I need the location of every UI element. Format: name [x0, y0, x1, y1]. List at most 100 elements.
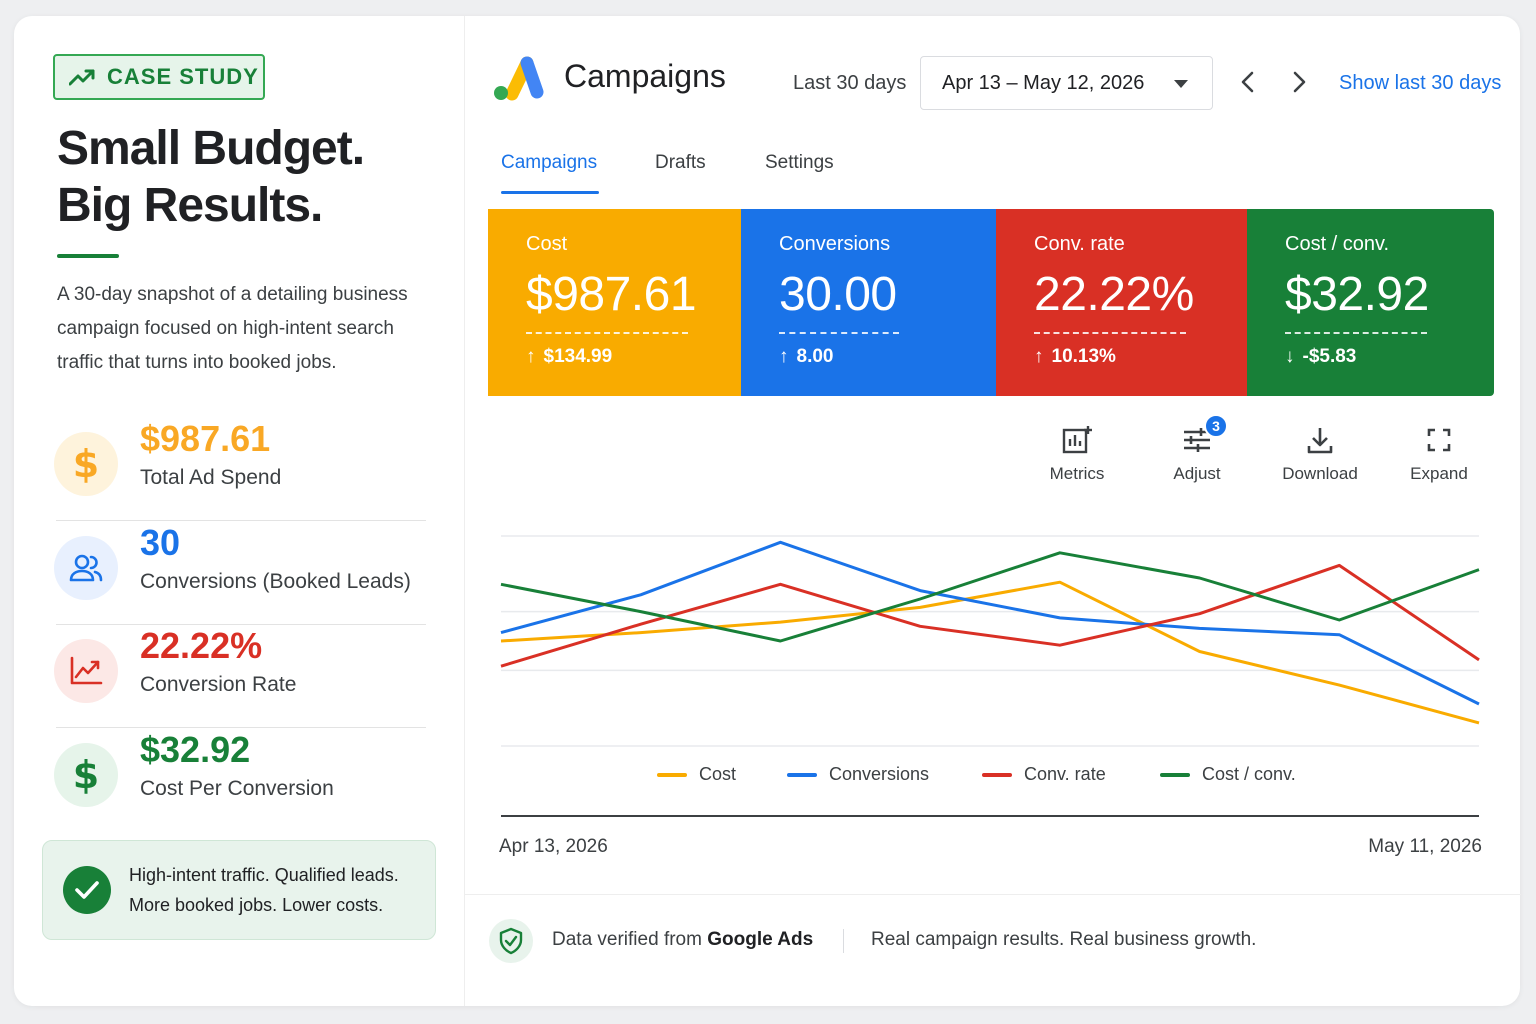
expand-button[interactable]: Expand: [1384, 420, 1494, 484]
metrics-button[interactable]: Metrics: [1022, 420, 1132, 484]
active-tab-indicator: [501, 191, 599, 194]
date-range-select[interactable]: Apr 13 – May 12, 2026: [920, 56, 1213, 110]
x-axis-start-label: Apr 13, 2026: [499, 836, 608, 857]
legend-label: Cost: [699, 764, 737, 784]
legend-item-cost-per-conv: Cost / conv.: [1160, 764, 1296, 785]
chevron-left-icon[interactable]: [1234, 68, 1262, 96]
x-axis-line: [501, 815, 1479, 817]
case-study-badge: CASE STUDY: [53, 54, 265, 100]
stat-label: Total Ad Spend: [140, 466, 282, 489]
tab-drafts[interactable]: Drafts: [655, 152, 706, 173]
case-study-panel: CASE STUDY Small Budget. Big Results. A …: [14, 16, 464, 1006]
series-line-conv-rate: [500, 563, 1480, 668]
adjust-label: Adjust: [1173, 464, 1221, 483]
metrics-label: Metrics: [1049, 464, 1105, 483]
callout-line-2: More booked jobs. Lower costs.: [129, 895, 384, 915]
kpi-delta: ↓ -$5.83: [1285, 346, 1356, 368]
arrow-down-icon: ↓: [1285, 346, 1295, 367]
kpi-delta: ↑ $134.99: [526, 346, 612, 368]
legend-label: Cost / conv.: [1202, 764, 1296, 784]
kpi-value: 30.00: [779, 268, 897, 321]
kpi-tile-cost-per-conv[interactable]: Cost / conv. $32.92 ↓ -$5.83: [1247, 209, 1494, 396]
page-title: Campaigns: [564, 58, 726, 94]
arrow-up-icon: ↑: [1034, 346, 1044, 367]
date-range-value: Apr 13 – May 12, 2026: [942, 71, 1145, 94]
series-line-cost-conv: [500, 551, 1480, 643]
series-line-cost: [500, 580, 1480, 725]
stat-conversions: 30 Conversions (Booked Leads): [54, 522, 426, 625]
download-icon: [1307, 428, 1333, 454]
kpi-value: $987.61: [526, 268, 697, 321]
tab-settings[interactable]: Settings: [765, 152, 834, 173]
adjust-button[interactable]: 3 Adjust: [1142, 414, 1252, 484]
people-icon: [69, 554, 103, 582]
stat-icon-circle: $: [54, 432, 118, 496]
kpi-label: Cost / conv.: [1285, 233, 1390, 255]
kpi-dashed-divider: [1285, 332, 1427, 334]
kpi-delta-value: 10.13%: [1051, 346, 1116, 367]
legend-swatch: [657, 772, 687, 777]
headline: Small Budget. Big Results.: [57, 120, 447, 234]
trend-chart-icon: [70, 656, 103, 685]
stat-label: Conversion Rate: [140, 673, 297, 696]
legend-item-conv-rate: Conv. rate: [982, 764, 1106, 785]
shield-check-icon: [489, 919, 533, 963]
kpi-dashed-divider: [779, 332, 899, 334]
show-last-30-days-link[interactable]: Show last 30 days: [1339, 72, 1502, 94]
data-verified-text: Data verified from Google Ads: [552, 929, 813, 951]
verified-prefix: Data verified from: [552, 929, 708, 950]
kpi-delta-value: -$5.83: [1302, 346, 1357, 367]
tab-campaigns[interactable]: Campaigns: [501, 152, 598, 173]
stat-icon-circle: [54, 536, 118, 600]
stat-icon-circle: $: [54, 743, 118, 807]
kpi-delta: ↑ 8.00: [779, 346, 833, 368]
kpi-label: Conversions: [779, 233, 891, 255]
stat-label: Conversions (Booked Leads): [140, 570, 411, 593]
kpi-delta-value: $134.99: [543, 346, 613, 367]
intro-paragraph: A 30-day snapshot of a detailing busines…: [57, 284, 408, 373]
stat-cost-per-conversion: $ $32.92 Cost Per Conversion: [54, 729, 426, 832]
arrow-up-icon: ↑: [526, 346, 536, 367]
kpi-dashed-divider: [1034, 332, 1186, 334]
kpi-tile-cost[interactable]: Cost $987.61 ↑ $134.99: [488, 209, 741, 396]
series-line-conversions: [500, 540, 1480, 706]
x-axis-end-label: May 11, 2026: [1368, 836, 1482, 857]
legend-swatch: [1160, 772, 1190, 777]
metrics-chart-icon: [1062, 426, 1092, 454]
stat-value: 30: [140, 522, 181, 563]
stat-value: 22.22%: [140, 625, 263, 666]
legend-item-cost: Cost: [657, 764, 736, 785]
kpi-dashed-divider: [526, 332, 688, 334]
stat-label: Cost Per Conversion: [140, 777, 334, 800]
dollar-icon: $: [72, 753, 100, 797]
dollar-icon: $: [72, 442, 100, 486]
stat-value: $987.61: [140, 418, 271, 459]
download-button[interactable]: Download: [1265, 420, 1375, 484]
expand-label: Expand: [1410, 464, 1468, 483]
stat-total-ad-spend: $ $987.61 Total Ad Spend: [54, 418, 426, 521]
summary-callout: High-intent traffic. Qualified leads. Mo…: [42, 840, 436, 940]
adjust-count-badge: 3: [1204, 414, 1228, 438]
kpi-delta-value: 8.00: [796, 346, 834, 367]
stat-divider: [56, 727, 426, 728]
arrow-up-icon: ↑: [779, 346, 789, 367]
badge-label: CASE STUDY: [107, 64, 259, 89]
kpi-value: $32.92: [1285, 268, 1429, 321]
kpi-value: 22.22%: [1034, 268, 1194, 321]
legend-item-conversions: Conversions: [787, 764, 929, 785]
callout-line-1: High-intent traffic. Qualified leads.: [129, 865, 399, 885]
expand-icon: [1427, 428, 1451, 452]
stat-value: $32.92: [140, 729, 251, 770]
legend-swatch: [787, 772, 817, 777]
legend-label: Conv. rate: [1024, 764, 1106, 784]
callout-text: High-intent traffic. Qualified leads. Mo…: [129, 860, 399, 920]
stat-conversion-rate: 22.22% Conversion Rate: [54, 625, 426, 728]
legend-swatch: [982, 772, 1012, 777]
download-label: Download: [1282, 464, 1358, 483]
chevron-right-icon[interactable]: [1285, 68, 1313, 96]
legend-label: Conversions: [829, 764, 930, 784]
kpi-tile-conv-rate[interactable]: Conv. rate 22.22% ↑ 10.13%: [996, 209, 1247, 396]
footer-tagline: Real campaign results. Real business gro…: [871, 929, 1257, 950]
kpi-tile-conversions[interactable]: Conversions 30.00 ↑ 8.00: [741, 209, 996, 396]
headline-line-2: Big Results.: [57, 179, 323, 232]
